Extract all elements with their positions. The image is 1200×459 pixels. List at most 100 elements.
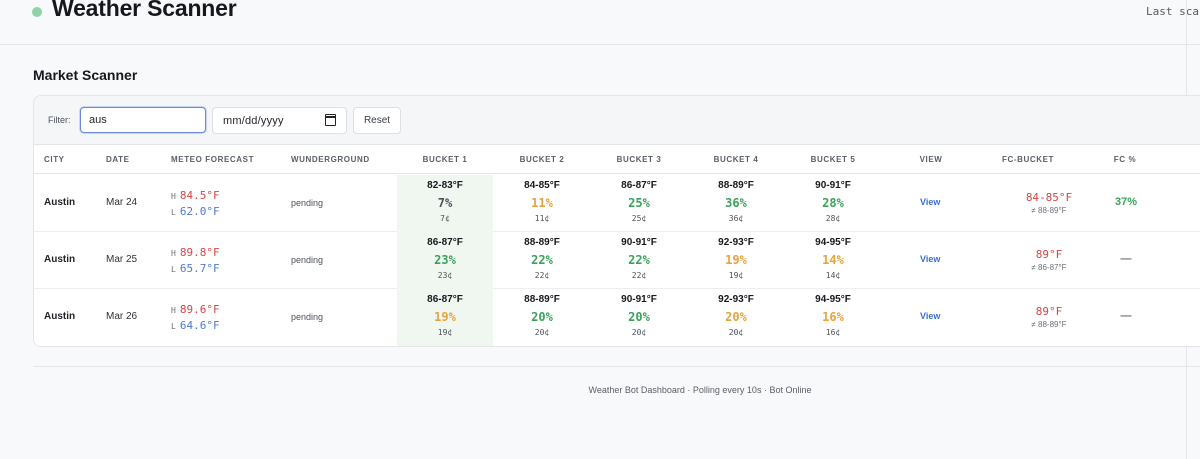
bucket-range: 86-87°F (427, 294, 463, 305)
bucket-cell-2[interactable]: 88-89°F 22% 22¢ (494, 232, 590, 289)
forecast-high: H 89.6°F (171, 303, 220, 316)
city-cell: Austin (44, 254, 76, 265)
bucket-range: 90-91°F (621, 294, 657, 305)
wunderground-cell: pending (291, 255, 324, 265)
bucket-cell-1[interactable]: 86-87°F 19% 19¢ (397, 289, 493, 346)
col-wunderground[interactable]: WUNDERGROUND (291, 155, 370, 164)
bucket-cell-1[interactable]: 86-87°F 23% 23¢ (397, 232, 493, 289)
date-cell: Mar 24 (106, 197, 138, 208)
bucket-range: 94-95°F (815, 237, 851, 248)
bucket-percent: 22% (531, 253, 553, 267)
bucket-price: 28¢ (825, 214, 841, 223)
bucket-price: 7¢ (440, 214, 450, 223)
filter-label: Filter: (48, 115, 71, 125)
table-header: CITY DATE METEO FORECAST WUNDERGROUND BU… (34, 145, 1200, 174)
bucket-range: 90-91°F (621, 237, 657, 248)
city-filter-input[interactable] (80, 107, 206, 133)
bucket-cell-5[interactable]: 94-95°F 14% 14¢ (785, 232, 881, 289)
col-city[interactable]: CITY (44, 155, 65, 164)
bucket-range: 88-89°F (524, 237, 560, 248)
forecast-low: L 62.0°F (171, 205, 220, 218)
footer-status: Weather Bot Dashboard · Polling every 10… (588, 385, 812, 395)
bucket-cell-4[interactable]: 92-93°F 20% 20¢ (688, 289, 784, 346)
bucket-percent: 25% (628, 196, 650, 210)
bucket-range: 92-93°F (718, 294, 754, 305)
low-value: 65.7°F (179, 262, 220, 275)
bucket-cell-3[interactable]: 90-91°F 20% 20¢ (591, 289, 687, 346)
bucket-cell-4[interactable]: 88-89°F 36% 36¢ (688, 175, 784, 232)
fc-pct-cell: — (1120, 310, 1132, 322)
date-cell: Mar 25 (106, 254, 138, 265)
last-scan-label: Last scan (1146, 5, 1200, 18)
bucket-price: 36¢ (728, 214, 744, 223)
col-date[interactable]: DATE (106, 155, 130, 164)
bucket-percent: 19% (725, 253, 747, 267)
bucket-range: 92-93°F (718, 237, 754, 248)
wunderground-cell: pending (291, 198, 324, 208)
bucket-range: 86-87°F (621, 180, 657, 191)
view-link[interactable]: View (920, 254, 941, 264)
bucket-cell-5[interactable]: 90-91°F 28% 28¢ (785, 175, 881, 232)
fc-bucket-value: 89°F (1035, 248, 1063, 261)
view-link[interactable]: View (920, 197, 941, 207)
bucket-price: 16¢ (825, 328, 841, 337)
date-placeholder: mm/dd/yyyy (223, 115, 284, 127)
col-bucket-1[interactable]: BUCKET 1 (422, 155, 468, 164)
col-bucket-4[interactable]: BUCKET 4 (713, 155, 759, 164)
bucket-percent: 23% (434, 253, 456, 267)
bucket-price: 19¢ (437, 328, 453, 337)
bucket-range: 94-95°F (815, 294, 851, 305)
calendar-icon[interactable] (325, 114, 336, 126)
bucket-percent: 36% (725, 196, 747, 210)
fc-bucket-value: 84-85°F (1025, 191, 1073, 204)
fc-bucket-cell: 89°F ≠ 88-89°F (994, 289, 1104, 346)
fc-bucket-value: 89°F (1035, 305, 1063, 318)
forecast-low: L 65.7°F (171, 262, 220, 275)
col-fc-pct[interactable]: FC % (1113, 155, 1137, 164)
scanner-card: Filter: mm/dd/yyyy Reset CITY DATE METEO… (33, 95, 1200, 347)
reset-button[interactable]: Reset (353, 107, 401, 134)
wunderground-cell: pending (291, 312, 324, 322)
table-row[interactable]: Austin Mar 25 H 89.8°F L 65.7°F pending 86-87°… (34, 232, 1200, 289)
bucket-percent: 11% (531, 196, 553, 210)
fc-bucket-cell: 89°F ≠ 86-87°F (994, 232, 1104, 289)
bucket-range: 82-83°F (427, 180, 463, 191)
bucket-cell-3[interactable]: 90-91°F 22% 22¢ (591, 232, 687, 289)
bucket-percent: 16% (822, 310, 844, 324)
footer-divider (33, 366, 1200, 367)
fc-bucket-compare: ≠ 88-89°F (1031, 206, 1067, 215)
bucket-range: 88-89°F (718, 180, 754, 191)
table-row[interactable]: Austin Mar 24 H 84.5°F L 62.0°F pending 82-83°… (34, 175, 1200, 232)
date-filter-input[interactable]: mm/dd/yyyy (212, 107, 347, 134)
high-value: 84.5°F (179, 189, 220, 202)
col-fc-bucket[interactable]: FC-BUCKET (1001, 155, 1055, 164)
view-link[interactable]: View (920, 311, 941, 321)
col-meteo-forecast[interactable]: METEO FORECAST (171, 155, 255, 164)
bucket-price: 23¢ (437, 271, 453, 280)
bucket-cell-4[interactable]: 92-93°F 19% 19¢ (688, 232, 784, 289)
bucket-cell-2[interactable]: 88-89°F 20% 20¢ (494, 289, 590, 346)
bucket-percent: 14% (822, 253, 844, 267)
bucket-range: 86-87°F (427, 237, 463, 248)
col-bucket-5[interactable]: BUCKET 5 (810, 155, 856, 164)
date-cell: Mar 26 (106, 311, 138, 322)
col-view[interactable]: VIEW (919, 155, 943, 164)
bucket-cell-2[interactable]: 84-85°F 11% 11¢ (494, 175, 590, 232)
bucket-cell-5[interactable]: 94-95°F 16% 16¢ (785, 289, 881, 346)
fc-bucket-compare: ≠ 88-89°F (1031, 320, 1067, 329)
high-value: 89.6°F (179, 303, 220, 316)
fc-pct-cell: 37% (1114, 196, 1138, 208)
filter-bar: Filter: mm/dd/yyyy Reset (34, 96, 1200, 145)
col-bucket-2[interactable]: BUCKET 2 (519, 155, 565, 164)
col-bucket-3[interactable]: BUCKET 3 (616, 155, 662, 164)
bucket-cell-3[interactable]: 86-87°F 25% 25¢ (591, 175, 687, 232)
low-value: 62.0°F (179, 205, 220, 218)
high-value: 89.8°F (179, 246, 220, 259)
bucket-cell-1[interactable]: 82-83°F 7% 7¢ (397, 175, 493, 232)
forecast-high: H 84.5°F (171, 189, 220, 202)
app-title: Weather Scanner (52, 0, 237, 21)
bucket-price: 19¢ (728, 271, 744, 280)
low-value: 64.6°F (179, 319, 220, 332)
table-row[interactable]: Austin Mar 26 H 89.6°F L 64.6°F pending 86-87°… (34, 289, 1200, 346)
section-title: Market Scanner (33, 67, 138, 83)
